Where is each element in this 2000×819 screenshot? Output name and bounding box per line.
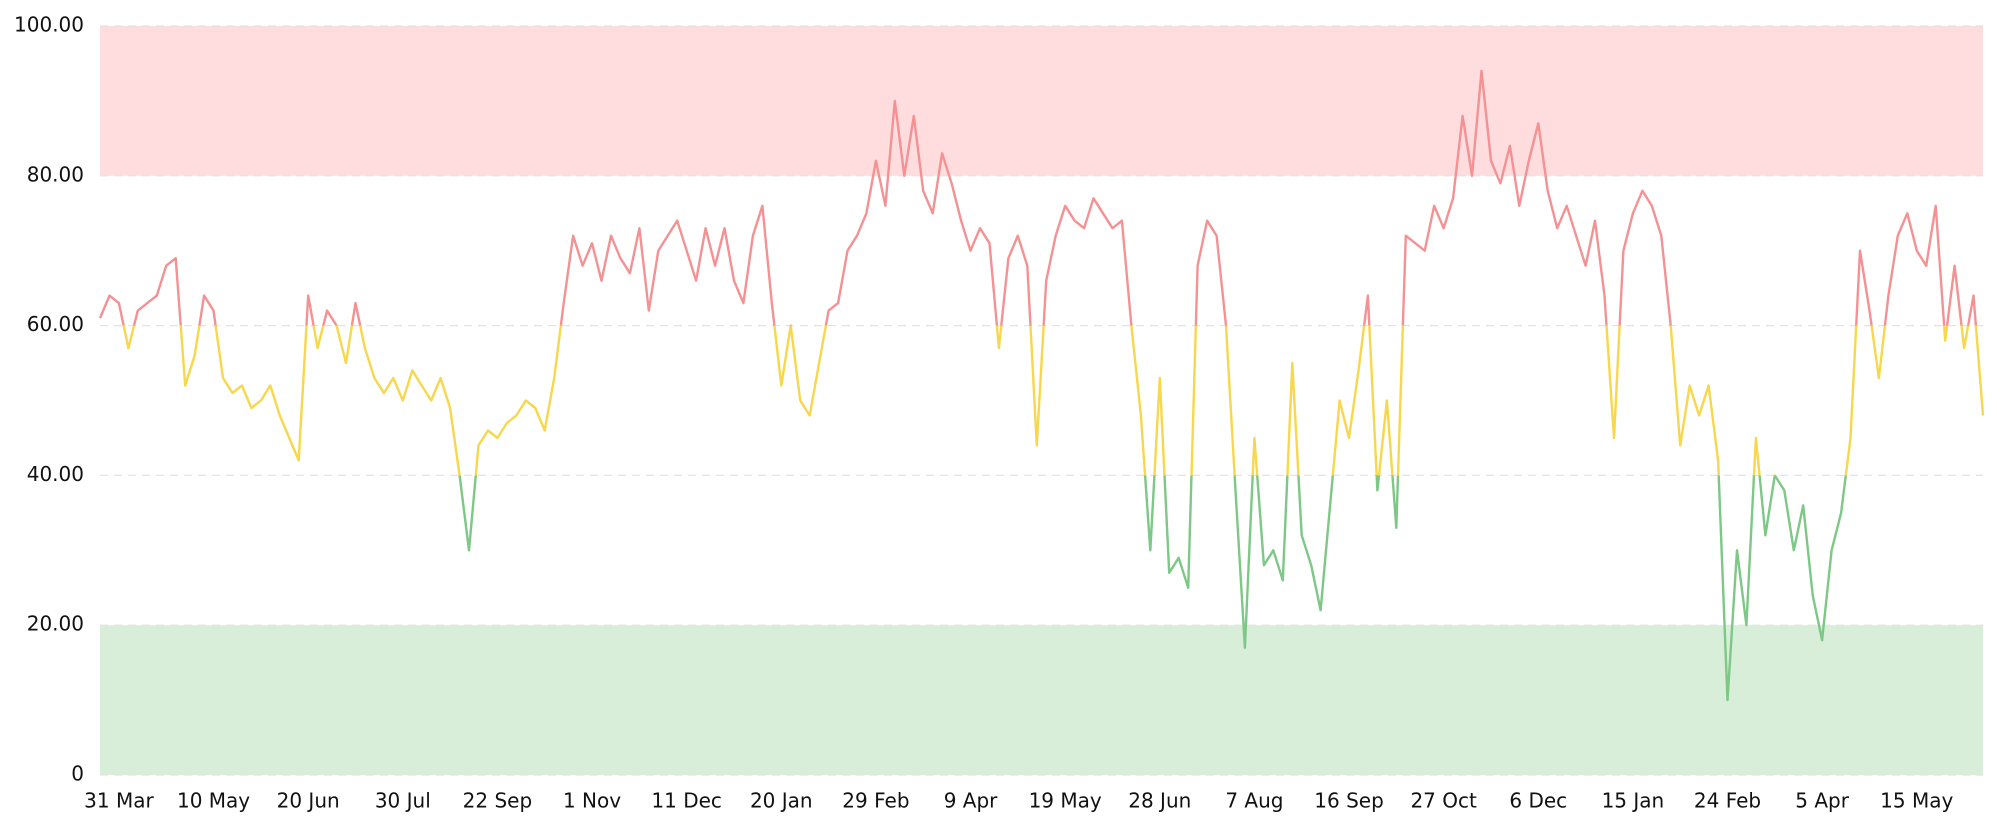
x-tick-label: 22 Sep <box>463 789 533 813</box>
y-tick-label: 40.00 <box>27 462 84 486</box>
x-tick-label: 27 Oct <box>1410 789 1477 813</box>
x-tick-label: 20 Jan <box>750 789 813 813</box>
x-tick-label: 7 Aug <box>1225 789 1283 813</box>
y-tick-label: 60.00 <box>27 312 84 336</box>
y-tick-label: 0 <box>71 762 84 786</box>
y-tick-label: 80.00 <box>27 162 84 186</box>
y-tick-label: 20.00 <box>27 612 84 636</box>
x-tick-label: 1 Nov <box>563 789 621 813</box>
x-tick-label: 29 Feb <box>842 789 909 813</box>
x-tick-label: 5 Apr <box>1795 789 1849 813</box>
x-tick-label: 30 Jul <box>375 789 431 813</box>
y-tick-label: 100.00 <box>14 13 84 37</box>
zone-band <box>100 26 1983 176</box>
x-tick-label: 19 May <box>1029 789 1102 813</box>
x-tick-label: 20 Jun <box>277 789 340 813</box>
x-tick-label: 15 Jan <box>1602 789 1665 813</box>
x-tick-label: 11 Dec <box>651 789 722 813</box>
x-tick-label: 24 Feb <box>1694 789 1761 813</box>
x-tick-label: 10 May <box>177 789 250 813</box>
zone-band <box>100 625 1983 775</box>
data-line <box>98 69 1978 326</box>
x-tick-label: 16 Sep <box>1314 789 1384 813</box>
x-tick-label: 31 Mar <box>84 789 154 813</box>
x-tick-label: 15 May <box>1880 789 1953 813</box>
data-line <box>122 325 1985 476</box>
x-tick-label: 9 Apr <box>944 789 998 813</box>
x-tick-label: 6 Dec <box>1509 789 1567 813</box>
x-tick-label: 28 Jun <box>1128 789 1191 813</box>
